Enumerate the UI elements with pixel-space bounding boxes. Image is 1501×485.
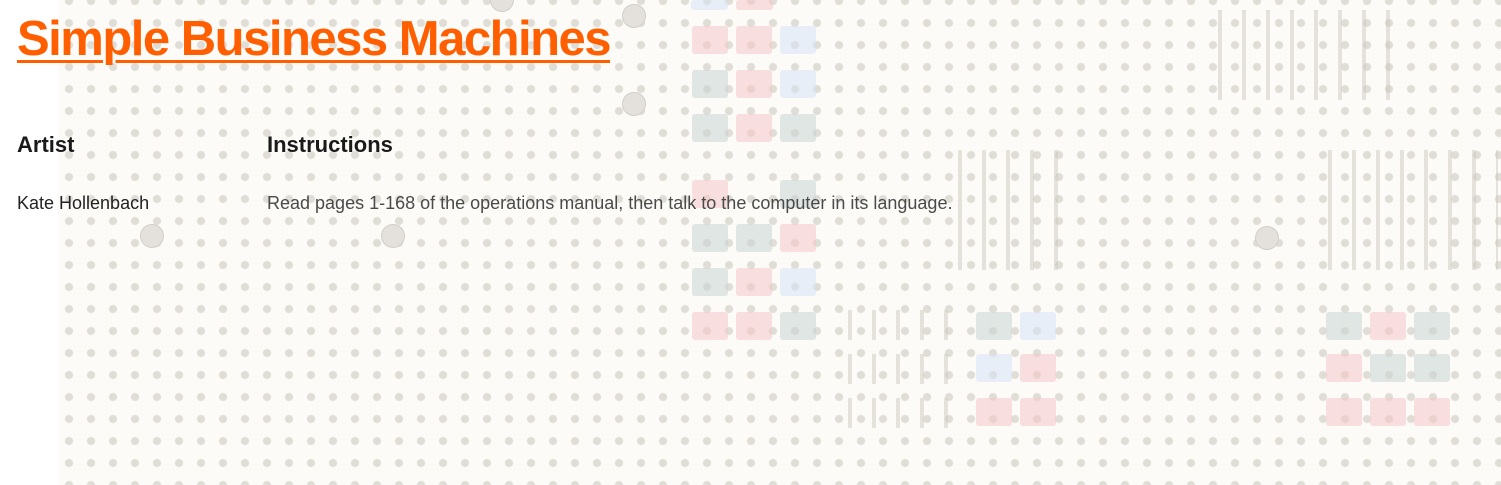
slider-strip bbox=[848, 310, 958, 340]
panel-block bbox=[692, 268, 728, 296]
panel-block bbox=[736, 312, 772, 340]
knob-icon bbox=[622, 4, 646, 28]
panel-block bbox=[976, 354, 1012, 382]
panel-block bbox=[1370, 354, 1406, 382]
panel-block bbox=[692, 180, 728, 208]
slider-strip bbox=[848, 354, 958, 384]
panel-block bbox=[780, 114, 816, 142]
slider-strip bbox=[1328, 150, 1498, 270]
panel-block bbox=[1020, 312, 1056, 340]
panel-block bbox=[1414, 398, 1450, 426]
panel-block bbox=[736, 70, 772, 98]
panel-block bbox=[976, 398, 1012, 426]
panel-block bbox=[780, 224, 816, 252]
instructions-text: Read pages 1-168 of the operations manua… bbox=[267, 193, 953, 213]
knob-icon bbox=[381, 224, 405, 248]
panel-block bbox=[736, 0, 773, 10]
knob-icon bbox=[140, 224, 164, 248]
panel-block bbox=[1326, 398, 1362, 426]
panel-block bbox=[691, 0, 728, 10]
panel-block bbox=[1370, 312, 1406, 340]
machine-panel-background bbox=[58, 0, 1501, 485]
panel-block bbox=[780, 70, 816, 98]
panel-block bbox=[780, 180, 816, 208]
panel-block bbox=[692, 114, 728, 142]
panel-block bbox=[736, 224, 772, 252]
site-title-link[interactable]: Simple Business Machines bbox=[17, 12, 612, 66]
panel-block bbox=[692, 26, 728, 54]
panel-block bbox=[780, 268, 816, 296]
panel-block bbox=[692, 224, 728, 252]
panel-block bbox=[1414, 312, 1450, 340]
panel-block bbox=[736, 114, 772, 142]
panel-block bbox=[1326, 312, 1362, 340]
panel-block bbox=[1414, 354, 1450, 382]
panel-block bbox=[1020, 354, 1056, 382]
panel-block bbox=[736, 268, 772, 296]
knob-icon bbox=[1255, 226, 1279, 250]
slider-strip bbox=[958, 150, 1068, 270]
panel-block bbox=[780, 312, 816, 340]
artist-name: Kate Hollenbach bbox=[17, 193, 150, 213]
column-header-artist: Artist bbox=[17, 132, 75, 157]
panel-block bbox=[692, 312, 728, 340]
slider-strip bbox=[1218, 10, 1398, 100]
panel-block bbox=[736, 26, 772, 54]
slider-strip bbox=[848, 398, 958, 428]
panel-block bbox=[692, 70, 728, 98]
column-header-instructions: Instructions bbox=[267, 132, 393, 157]
panel-block bbox=[1326, 354, 1362, 382]
panel-block bbox=[976, 312, 1012, 340]
panel-block bbox=[1370, 398, 1406, 426]
panel-block bbox=[1020, 398, 1056, 426]
knob-icon bbox=[622, 92, 646, 116]
panel-block bbox=[780, 26, 816, 54]
